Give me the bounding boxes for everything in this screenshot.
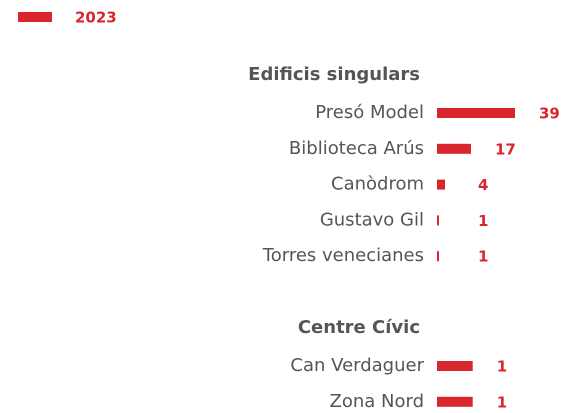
bar	[437, 396, 473, 407]
legend-label: 2023	[75, 9, 117, 27]
category-label: Zona Nord	[330, 391, 425, 412]
value-label: 1	[497, 393, 507, 411]
bar	[437, 361, 473, 371]
value-label: 1	[478, 212, 488, 230]
bar	[437, 251, 439, 262]
category-label: Gustavo Gil	[320, 209, 424, 230]
bar	[437, 108, 515, 118]
group-title: Edificis singulars	[248, 64, 420, 85]
category-label: Presó Model	[315, 102, 424, 123]
value-label: 1	[497, 358, 507, 376]
bar	[437, 215, 439, 226]
bar	[437, 179, 445, 190]
legend-swatch	[18, 12, 52, 22]
category-label: Biblioteca Arús	[289, 138, 424, 159]
value-label: 39	[539, 105, 560, 123]
value-label: 4	[478, 176, 488, 194]
category-label: Can Verdaguer	[290, 355, 424, 376]
value-label: 17	[495, 140, 516, 158]
group-title: Centre Cívic	[298, 317, 420, 338]
category-label: Canòdrom	[331, 174, 424, 195]
bar	[437, 143, 471, 154]
category-label: Torres venecianes	[262, 245, 424, 266]
value-label: 1	[478, 248, 488, 266]
